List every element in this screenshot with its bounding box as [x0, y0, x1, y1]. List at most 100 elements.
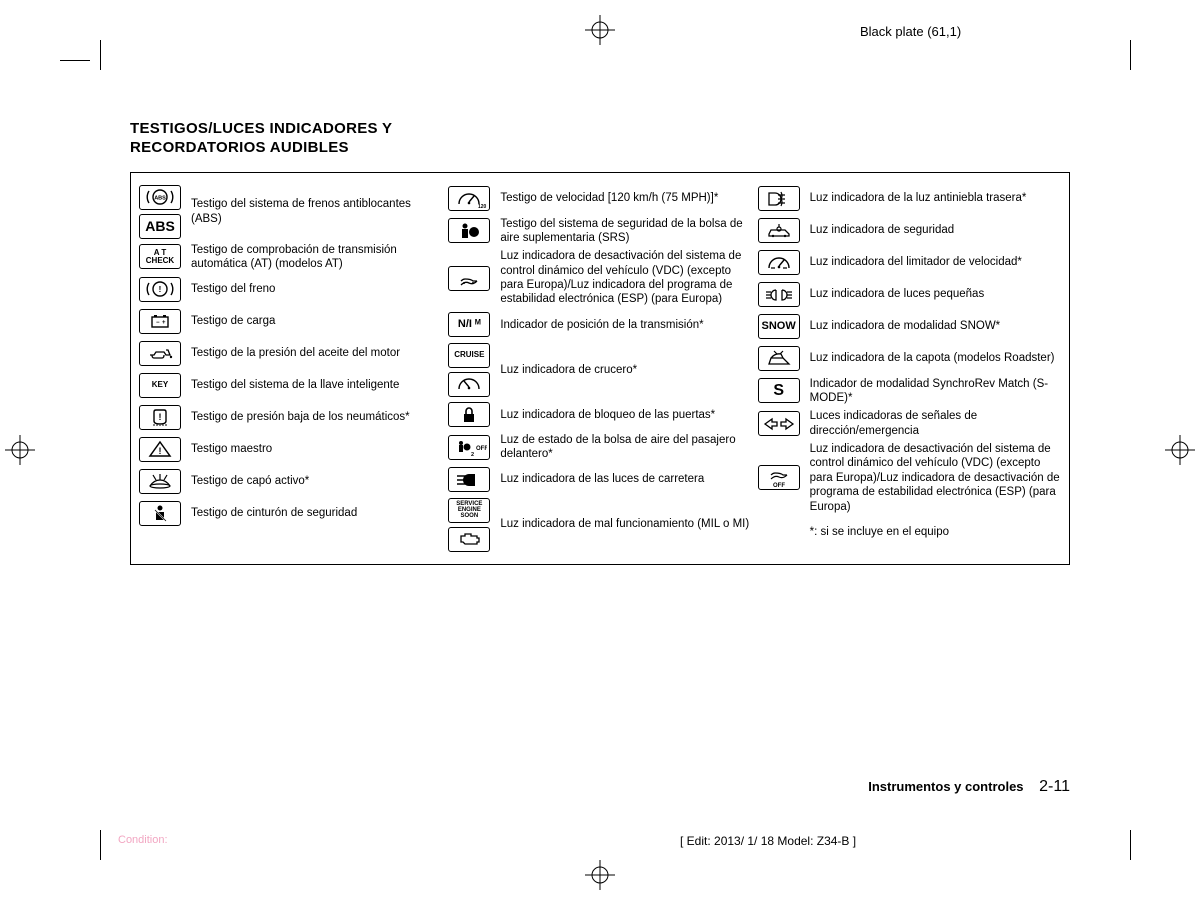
- rearfog-icon: [758, 186, 800, 211]
- page-content: TESTIGOS/LUCES INDICADORES Y RECORDATORI…: [130, 120, 1070, 565]
- indicator-description: Luz indicadora de mal funcionamiento (MI…: [500, 517, 751, 531]
- indicator-description: Testigo de carga: [191, 314, 442, 328]
- footer-page-number: 2-11: [1039, 778, 1070, 795]
- indicator-row: Luz indicadora del limitador de velocida…: [758, 247, 1061, 279]
- indicator-row: *: si se incluye en el equipo: [758, 516, 1061, 548]
- column-3: Luz indicadora de la luz antiniebla tras…: [758, 183, 1061, 554]
- title-line-2: RECORDATORIOS AUDIBLES: [130, 139, 349, 156]
- icon-group: [139, 341, 181, 366]
- indicator-row: Testigo de cinturón de seguridad: [139, 497, 442, 529]
- indicator-row: N/I ᴹIndicador de posición de la transmi…: [448, 309, 751, 341]
- abs-text-icon: ABS: [139, 214, 181, 239]
- indicator-description: Luz indicadora del limitador de velocida…: [810, 255, 1061, 269]
- indicator-row: KEYTestigo del sistema de la llave intel…: [139, 369, 442, 401]
- svg-text:OFF: OFF: [773, 483, 785, 489]
- indicator-row: SIndicador de modalidad SynchroRev Match…: [758, 375, 1061, 408]
- hazard-icon: [758, 411, 800, 436]
- svg-text:2: 2: [471, 452, 474, 458]
- column-1: ABS ABS Testigo del sistema de frenos anti…: [139, 183, 442, 554]
- engine-outline-icon: [448, 527, 490, 552]
- vdc-off-icon: OFF: [758, 465, 800, 490]
- icon-group: [758, 218, 800, 243]
- indicator-row: Testigo de la presión del aceite del mot…: [139, 337, 442, 369]
- softtop-icon: [758, 346, 800, 371]
- indicator-description: Testigo del sistema de frenos antiblocan…: [191, 197, 442, 226]
- registration-mark-right: [1165, 435, 1195, 465]
- indicator-description: Testigo de la presión del aceite del mot…: [191, 346, 442, 360]
- cruise-icon-icon: [448, 372, 490, 397]
- icon-group: −+: [139, 309, 181, 334]
- svg-text:OFF: OFF: [476, 446, 487, 452]
- indicator-row: Luz indicadora de seguridad: [758, 215, 1061, 247]
- indicator-row: CRUISE Luz indicadora de crucero*: [448, 341, 751, 399]
- indicator-row: !Testigo del freno: [139, 273, 442, 305]
- crop-mark: [100, 40, 101, 70]
- key-icon: KEY: [139, 373, 181, 398]
- indicator-row: Luz indicadora de las luces de carretera: [448, 464, 751, 496]
- indicator-row: −+ Testigo de carga: [139, 305, 442, 337]
- icon-group: SERVICE ENGINE SOON: [448, 498, 490, 552]
- svg-text:−: −: [156, 320, 160, 326]
- indicator-row: Luces indicadoras de señales de direcció…: [758, 407, 1061, 440]
- indicator-row: Testigo de capó activo*: [139, 465, 442, 497]
- svg-text:!: !: [159, 412, 162, 422]
- indicator-description: Testigo de presión baja de los neumático…: [191, 410, 442, 424]
- svg-text:!: !: [159, 285, 162, 294]
- icon-group: 120: [448, 186, 490, 211]
- icon-group: [758, 186, 800, 211]
- indicator-row: SNOWLuz indicadora de modalidad SNOW*: [758, 311, 1061, 343]
- icon-group: [448, 218, 490, 243]
- icon-group: !: [139, 405, 181, 430]
- indicator-description: Indicador de modalidad SynchroRev Match …: [810, 377, 1061, 406]
- indicator-description: Luz indicadora de luces pequeñas: [810, 287, 1061, 301]
- at-check-icon: A T CHECK: [139, 244, 181, 269]
- airbag-off-icon: 2OFF: [448, 435, 490, 460]
- indicator-description: Testigo de capó activo*: [191, 474, 442, 488]
- indicator-description: *: si se incluye en el equipo: [810, 525, 1061, 539]
- indicator-row: Testigo del sistema de seguridad de la b…: [448, 215, 751, 248]
- registration-mark-bottom: [585, 860, 615, 890]
- section-title: TESTIGOS/LUCES INDICADORES Y RECORDATORI…: [130, 120, 1070, 158]
- service-icon: SERVICE ENGINE SOON: [448, 498, 490, 523]
- indicator-description: Luz de estado de la bolsa de aire del pa…: [500, 433, 751, 462]
- battery-icon: −+: [139, 309, 181, 334]
- cruise-text-icon: CRUISE: [448, 343, 490, 368]
- icon-group: !: [139, 277, 181, 302]
- indicator-row: Luz indicadora de luces pequeñas: [758, 279, 1061, 311]
- indicator-description: Luz indicadora de crucero*: [500, 363, 751, 377]
- footer-section: Instrumentos y controles 2-11: [130, 778, 1070, 796]
- icon-group: [139, 501, 181, 526]
- indicator-description: Luz indicadora de seguridad: [810, 223, 1061, 237]
- indicator-row: ABS ABS Testigo del sistema de frenos anti…: [139, 183, 442, 241]
- indicator-description: Luz indicadora de las luces de carretera: [500, 472, 751, 486]
- brake-icon: !: [139, 277, 181, 302]
- indicator-description: Indicador de posición de la transmisión*: [500, 318, 751, 332]
- icon-group: SNOW: [758, 314, 800, 339]
- indicator-description: Luz indicadora de la luz antiniebla tras…: [810, 191, 1061, 205]
- icon-group: [758, 250, 800, 275]
- icon-group: [448, 402, 490, 427]
- indicator-description: Luz indicadora de desactivación del sist…: [500, 249, 751, 307]
- registration-mark-top: [585, 15, 615, 45]
- icon-group: ABS ABS: [139, 185, 181, 239]
- edit-info: [ Edit: 2013/ 1/ 18 Model: Z34-B ]: [680, 834, 856, 848]
- master-icon: !: [139, 437, 181, 462]
- speed-icon: 120: [448, 186, 490, 211]
- indicator-row: Luz indicadora de desactivación del sist…: [448, 247, 751, 309]
- registration-mark-left: [5, 435, 35, 465]
- snow-icon: SNOW: [758, 314, 800, 339]
- indicator-description: Luces indicadoras de señales de direcció…: [810, 409, 1061, 438]
- indicator-description: Testigo de cinturón de seguridad: [191, 506, 442, 520]
- security-icon: [758, 218, 800, 243]
- seatbelt-icon: [139, 501, 181, 526]
- svg-text:ABS: ABS: [154, 196, 166, 202]
- oil-icon: [139, 341, 181, 366]
- speedlimit-icon: [758, 250, 800, 275]
- tpms-icon: !: [139, 405, 181, 430]
- indicator-description: Testigo de velocidad [120 km/h (75 MPH)]…: [500, 191, 751, 205]
- indicator-row: !Testigo maestro: [139, 433, 442, 465]
- vdc-icon: [448, 266, 490, 291]
- indicator-description: Luz indicadora de la capota (modelos Roa…: [810, 351, 1061, 365]
- srs-icon: [448, 218, 490, 243]
- crop-mark: [1130, 40, 1131, 70]
